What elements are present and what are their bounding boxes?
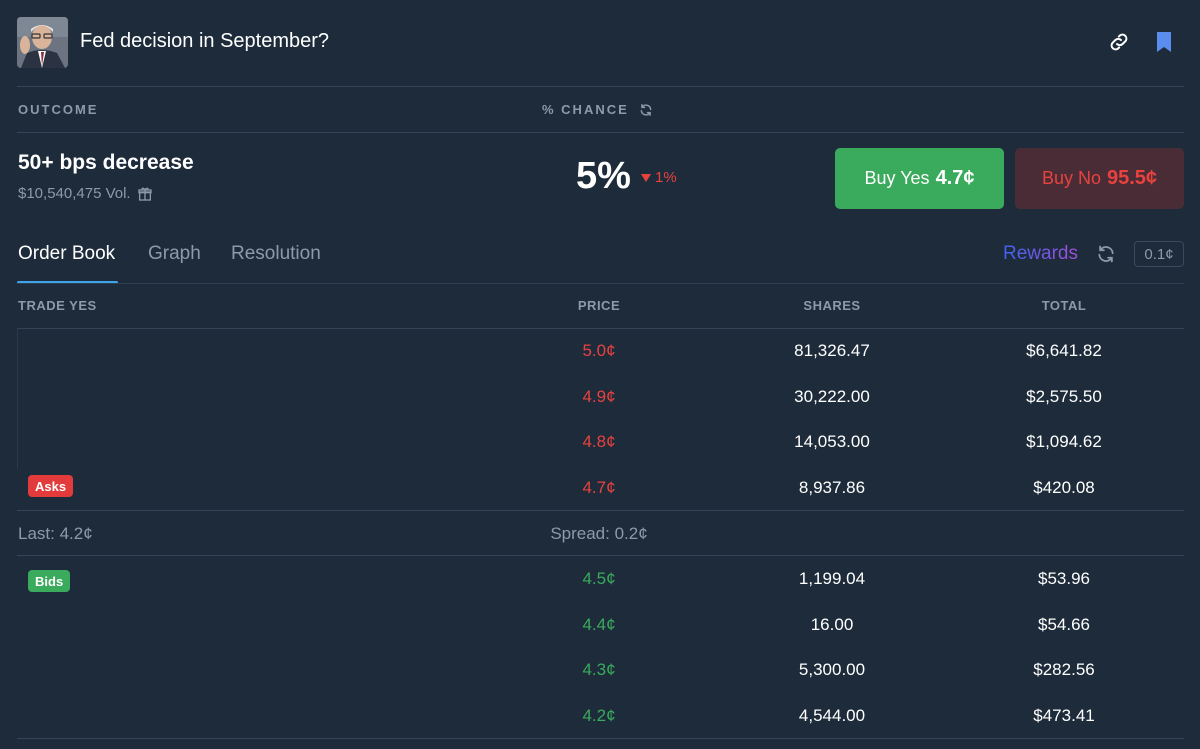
ask-total: $1,094.62 [1026,432,1102,451]
link-icon[interactable] [1107,30,1131,54]
asks-divider [17,510,1184,511]
down-triangle-icon [640,173,652,183]
tab-order-book[interactable]: Order Book [18,243,116,264]
bid-shares: 16.00 [810,615,854,634]
market-avatar [17,17,68,68]
ask-price: 5.0¢ [582,341,616,360]
ask-shares: 8,937.86 [798,478,866,497]
asks-badge: Asks [28,475,74,497]
buy-no-button[interactable]: Buy No 95.5¢ [1015,148,1184,209]
bookmark-icon[interactable] [1152,30,1176,54]
ask-price: 4.9¢ [582,387,616,406]
active-tab-indicator [17,281,118,284]
orderbook-refresh-icon[interactable] [1096,244,1116,269]
market-title: Fed decision in September? [80,30,330,52]
tab-resolution[interactable]: Resolution [231,243,321,264]
refresh-icon[interactable] [639,103,653,117]
spread: Spread: 0.2¢ [550,524,648,543]
asks-left-edge [17,329,18,469]
chance-delta: 1% [640,169,677,186]
bid-price: 4.3¢ [582,660,616,679]
header-divider [17,86,1184,87]
volume-text: $10,540,475 Vol. [18,185,131,202]
last-price: Last: 4.2¢ [18,524,93,543]
rewards-link[interactable]: Rewards [1003,243,1078,264]
buy-yes-button[interactable]: Buy Yes 4.7¢ [835,148,1004,209]
outcome-name: 50+ bps decrease [18,151,194,174]
total-header: TOTAL [1041,298,1087,313]
table-bottom-divider [17,738,1184,739]
ask-shares: 81,326.47 [794,341,870,360]
chance-column-label: % CHANCE [542,102,629,117]
outcome-volume: $10,540,475 Vol. [18,185,153,202]
bid-shares: 4,544.00 [798,706,866,725]
bid-shares: 1,199.04 [798,569,866,588]
bid-total: $282.56 [1033,660,1095,679]
buy-yes-price: 4.7¢ [935,167,975,189]
bid-price: 4.2¢ [582,706,616,725]
price-header: PRICE [577,298,621,313]
bid-price: 4.4¢ [582,615,616,634]
columns-divider [17,132,1184,133]
ask-total: $420.08 [1033,478,1095,497]
tick-size-selector[interactable]: 0.1¢ [1134,241,1184,267]
table-header-divider [17,328,1184,329]
market-header: Fed decision in September? [0,0,1200,86]
ask-shares: 14,053.00 [794,432,870,451]
bids-badge: Bids [28,570,71,592]
buy-yes-label: Buy Yes [864,168,930,188]
bid-shares: 5,300.00 [798,660,866,679]
ask-total: $2,575.50 [1026,387,1102,406]
delta-value: 1% [655,169,677,186]
tabs-divider [17,283,1184,284]
ask-total: $6,641.82 [1026,341,1102,360]
shares-header: SHARES [803,298,861,313]
spread-divider [17,555,1184,556]
tab-graph[interactable]: Graph [148,243,201,264]
bid-total: $54.66 [1038,615,1090,634]
bid-total: $53.96 [1038,569,1090,588]
bid-price: 4.5¢ [582,569,616,588]
bid-total: $473.41 [1033,706,1095,725]
buy-no-price: 95.5¢ [1106,167,1158,189]
gift-icon [137,186,153,202]
ask-price: 4.7¢ [582,478,616,497]
chance-column-header: % CHANCE [542,102,653,117]
outcome-column-header: OUTCOME [18,102,99,117]
ask-price: 4.8¢ [582,432,616,451]
trade-yes-header: TRADE YES [18,298,97,313]
buy-no-label: Buy No [1041,168,1101,188]
ask-shares: 30,222.00 [794,387,870,406]
outcome-chance: 5% [576,155,631,197]
